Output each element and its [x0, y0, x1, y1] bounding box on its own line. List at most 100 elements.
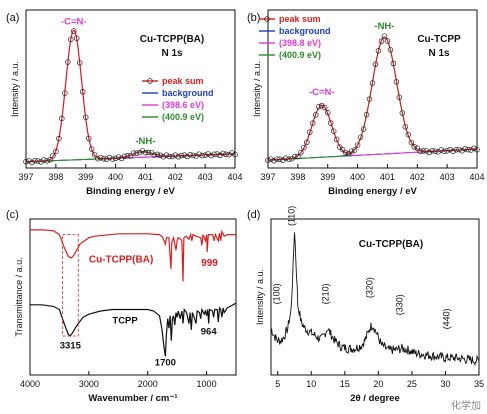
panel-c-annotation: 3315	[60, 340, 82, 351]
panel-a-data-point	[124, 153, 131, 159]
panel-a-data-point	[68, 36, 74, 43]
panel-d-xrd-pattern	[270, 232, 480, 367]
panel-b-data-point	[450, 148, 456, 154]
panel-b-legend-label: background	[279, 26, 331, 36]
panel-d-sample-annotation: Cu-TCPP(BA)	[359, 239, 423, 250]
panel-b-legend-label: peak sum	[279, 14, 321, 24]
panel-a-data-point	[50, 153, 56, 159]
panel-a-data-point	[106, 154, 113, 161]
panel-b-data-point	[330, 128, 337, 134]
panel-a-data-point	[205, 151, 211, 157]
panel-b-data-point	[387, 47, 394, 53]
panel-b-data-point	[414, 145, 421, 151]
panel-b-data-point	[399, 110, 406, 116]
panel-b-data-point	[342, 149, 349, 156]
panel-b-legend-label: (400.9 eV)	[279, 50, 321, 60]
panel-c-series-tcpp	[30, 302, 237, 357]
panel-b-data-point	[363, 111, 370, 118]
panel-a-data-point	[115, 154, 122, 160]
panel-a-data-point	[154, 151, 161, 158]
panel-b-data-point	[444, 148, 450, 154]
panel-a-data-point	[112, 155, 119, 162]
panel-b-data-point	[426, 149, 432, 156]
panel-a-data-point	[196, 151, 202, 157]
panel-a-data-point	[118, 155, 125, 162]
panel-b-data-point	[447, 146, 453, 153]
panel-d-y-axis-label: Intensity / a.u.	[255, 269, 265, 325]
panel-b-data-point	[396, 94, 403, 101]
panel-a-data-point	[62, 90, 68, 96]
panel-a-data-point	[220, 150, 226, 157]
panel-b-data-point	[327, 120, 334, 126]
panel-a-data-point	[217, 152, 223, 159]
panel-b-data-point	[265, 157, 271, 163]
panel-d-x-tick-label: 10	[306, 379, 316, 389]
panel-a-data-point	[44, 158, 50, 164]
panel-b-data-point	[280, 157, 286, 163]
panel-a-data-point	[29, 159, 35, 166]
panel-b-data-point	[313, 112, 319, 118]
panel-a-data-point	[184, 153, 190, 160]
panel-b-x-tick-label: 400	[350, 172, 365, 182]
panel-b-data-point	[411, 144, 418, 150]
panel-a-data-point	[166, 153, 173, 160]
panel-a-data-point	[133, 150, 140, 156]
panel-c-annotation: Cu-TCPP(BA)	[89, 255, 153, 266]
panel-b-data-point	[462, 146, 468, 152]
panel-b-data-point	[393, 79, 400, 85]
panel-b-data-point	[402, 123, 409, 130]
panel-a-sample-annotation: N 1s	[161, 48, 183, 59]
panel-b-data-point	[318, 102, 325, 109]
panel-a-x-axis-label: Binding energy / eV	[86, 186, 175, 197]
panel-a-data-point	[85, 135, 92, 142]
panel-b-data-point	[474, 146, 480, 153]
panel-c-annotation: 1700	[155, 358, 176, 369]
panel-b-label: (b)	[247, 12, 261, 24]
panel-a-data-point	[178, 152, 185, 159]
panel-a-peak-label: -C=N-	[61, 16, 87, 27]
panel-a-data-point	[163, 152, 170, 158]
panel-a-data-point	[97, 154, 104, 161]
panel-c-label: (c)	[6, 209, 19, 221]
panel-a-legend-marker	[147, 78, 153, 84]
panel-c-x-axis-label: Wavenumber / cm⁻¹	[88, 393, 177, 404]
panel-b-data-point	[292, 153, 298, 160]
panel-a-x-tick-label: 402	[168, 172, 183, 182]
panel-d-peak-label: (210)	[321, 283, 331, 304]
panel-d-x-tick-label: 20	[373, 379, 383, 389]
panel-b-legend-label: (398.8 eV)	[279, 38, 321, 48]
xrd-chart: 5 10 15 20 25 30 35 2θ / degree Intensity / a.u.…	[255, 206, 484, 404]
panel-b-data-point	[405, 131, 412, 138]
panel-a-x-tick-label: 399	[78, 172, 93, 182]
panel-a-peak-sum-line	[26, 29, 235, 163]
panel-a: (a) 397 398 399 400 401 402 403 404 Binding ener…	[0, 0, 243, 205]
panel-b-data-point	[310, 120, 316, 126]
panel-a-data-point	[121, 153, 128, 160]
panel-d-peak-label: (100)	[272, 283, 282, 304]
panel-a-x-tick-label: 404	[227, 172, 242, 182]
panel-b-data-point	[456, 146, 462, 153]
panel-b-data-point	[321, 104, 328, 111]
panel-a-x-tick-label: 401	[138, 172, 153, 182]
panel-a-label: (a)	[6, 12, 20, 24]
panel-a-data-point	[109, 156, 116, 162]
panel-c-x-tick-label: 4000	[20, 379, 40, 389]
panel-b-data-point	[465, 146, 471, 153]
panel-c-y-axis-label: Transmittance / a.u.	[14, 257, 24, 336]
panel-a-data-point	[76, 60, 83, 66]
panel-a-data-point	[232, 151, 238, 158]
panel-b-x-tick-label: 404	[469, 172, 484, 182]
panel-b-data-point	[301, 144, 307, 151]
panel-b-data-point	[390, 60, 397, 67]
panel-b-data-point	[307, 129, 313, 135]
panel-c-highlight-box	[61, 234, 79, 337]
panel-b-peak-label: -C=N-	[309, 87, 335, 98]
panel-a-data-point	[223, 151, 229, 158]
panel-b-x-tick-label: 398	[290, 172, 305, 182]
panel-a-data-point	[136, 149, 143, 156]
panel-a-data-point	[160, 153, 167, 160]
panel-a-data-point	[151, 152, 158, 158]
panel-b-data-point	[274, 156, 280, 162]
panel-a-data-point	[65, 59, 71, 65]
panel-a-data-point	[41, 157, 47, 163]
